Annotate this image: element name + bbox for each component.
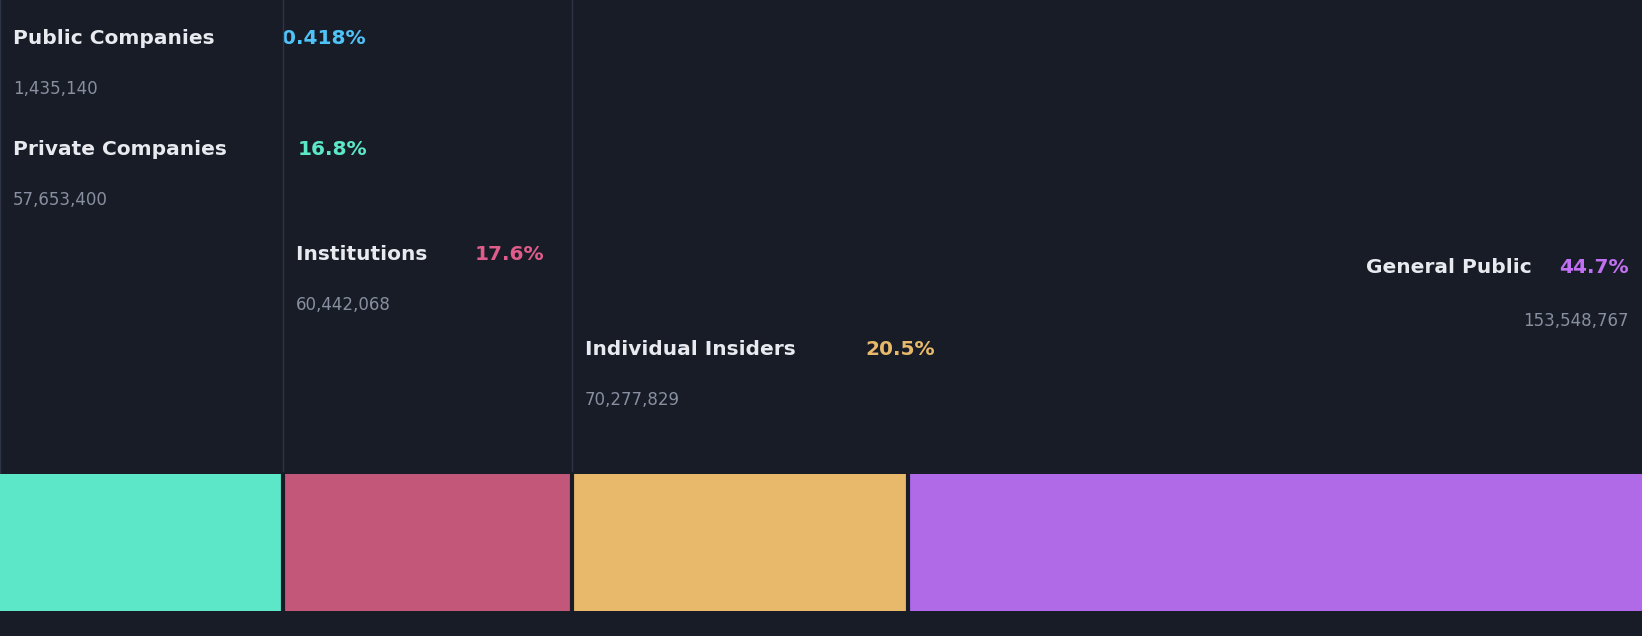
Bar bbox=[0, 474, 282, 611]
Text: 17.6%: 17.6% bbox=[475, 245, 544, 264]
Text: 1,435,140: 1,435,140 bbox=[13, 80, 99, 97]
Text: 0.418%: 0.418% bbox=[282, 29, 366, 48]
Text: Individual Insiders: Individual Insiders bbox=[585, 340, 803, 359]
Text: General Public: General Public bbox=[1366, 258, 1539, 277]
Bar bbox=[282, 474, 571, 611]
Text: 153,548,767: 153,548,767 bbox=[1524, 312, 1629, 329]
Text: 60,442,068: 60,442,068 bbox=[296, 296, 391, 314]
Text: 44.7%: 44.7% bbox=[1560, 258, 1629, 277]
Bar bbox=[571, 474, 908, 611]
Text: 57,653,400: 57,653,400 bbox=[13, 191, 108, 209]
Text: Public Companies: Public Companies bbox=[13, 29, 222, 48]
Text: Private Companies: Private Companies bbox=[13, 140, 235, 159]
Text: 16.8%: 16.8% bbox=[299, 140, 368, 159]
Text: Institutions: Institutions bbox=[296, 245, 433, 264]
Text: 70,277,829: 70,277,829 bbox=[585, 391, 680, 409]
Bar bbox=[908, 474, 1642, 611]
Text: 20.5%: 20.5% bbox=[865, 340, 936, 359]
